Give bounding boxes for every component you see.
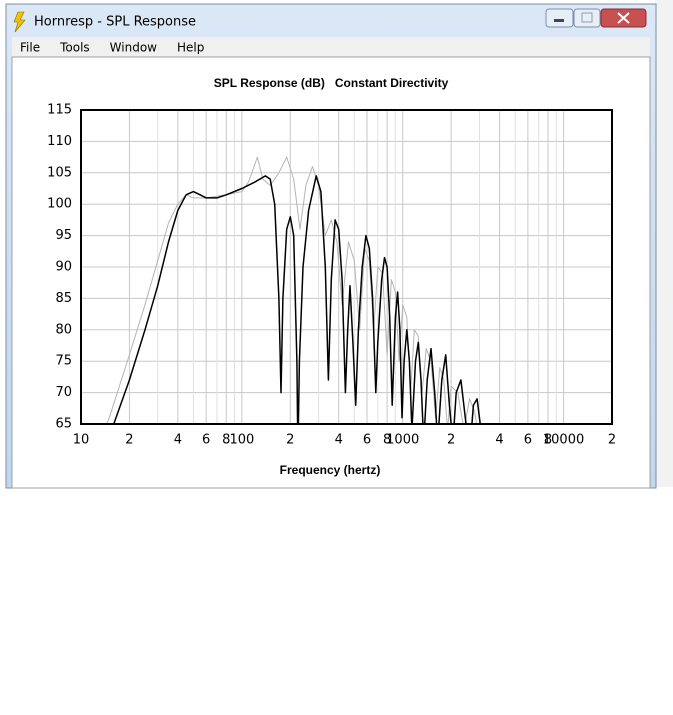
menu-item[interactable]: File [20, 41, 40, 55]
client-area [11, 56, 651, 489]
maximize-button[interactable] [573, 8, 601, 28]
app-icon [13, 11, 26, 33]
plot-lines [106, 156, 481, 424]
series-line [106, 156, 478, 424]
x-tick-label: 6 [363, 433, 371, 448]
x-tick-label: 2 [447, 433, 455, 448]
x-tick-label: 6 [524, 433, 532, 448]
menu-item[interactable]: Window [110, 41, 158, 55]
x-tick-label: 10000 [543, 433, 584, 448]
x-tick-label: 100 [229, 433, 254, 448]
x-tick-label: 4 [335, 433, 343, 448]
x-tick-label: 6 [202, 433, 210, 448]
chart-title: SPL Response (dB) Constant Directivity [214, 76, 449, 90]
x-tick-label: 2 [286, 433, 294, 448]
y-tick-label: 105 [47, 165, 72, 180]
x-tick-label: 8 [222, 433, 230, 448]
background-window [655, 0, 673, 487]
maximize-icon [581, 12, 593, 23]
plot-frame [80, 109, 613, 425]
x-tick-label: 2 [608, 433, 616, 448]
menu-item[interactable]: Tools [59, 41, 90, 55]
x-tick-label: 2 [125, 433, 133, 448]
x-tick-label: 8 [544, 433, 552, 448]
x-tick-label: 4 [495, 433, 503, 448]
menu: File Tools Window Help [20, 41, 204, 55]
x-axis-label: Frequency (hertz) [280, 463, 381, 477]
x-tick-label: 1000 [386, 433, 419, 448]
close-icon [617, 12, 630, 24]
minimize-icon [554, 19, 564, 22]
y-tick-label: 110 [47, 134, 72, 149]
x-tick-label: 8 [383, 433, 391, 448]
y-tick-label: 100 [47, 197, 72, 212]
menu-bar [12, 37, 650, 57]
y-tick-label: 70 [55, 385, 72, 400]
window-title: Hornresp - SPL Response [34, 15, 196, 30]
y-tick-label: 65 [55, 417, 72, 432]
y-tick-label: 95 [55, 228, 72, 243]
minimize-button[interactable] [545, 8, 574, 28]
menu-item[interactable]: Help [177, 41, 204, 55]
y-tick-label: 80 [55, 322, 72, 337]
y-tick-label: 90 [55, 260, 72, 275]
y-tick-label: 85 [55, 291, 72, 306]
series-line [112, 175, 481, 424]
x-tick-label: 10 [73, 433, 90, 448]
y-tick-label: 115 [47, 103, 72, 118]
y-tick-label: 75 [55, 354, 72, 369]
x-tick-label: 4 [174, 433, 182, 448]
